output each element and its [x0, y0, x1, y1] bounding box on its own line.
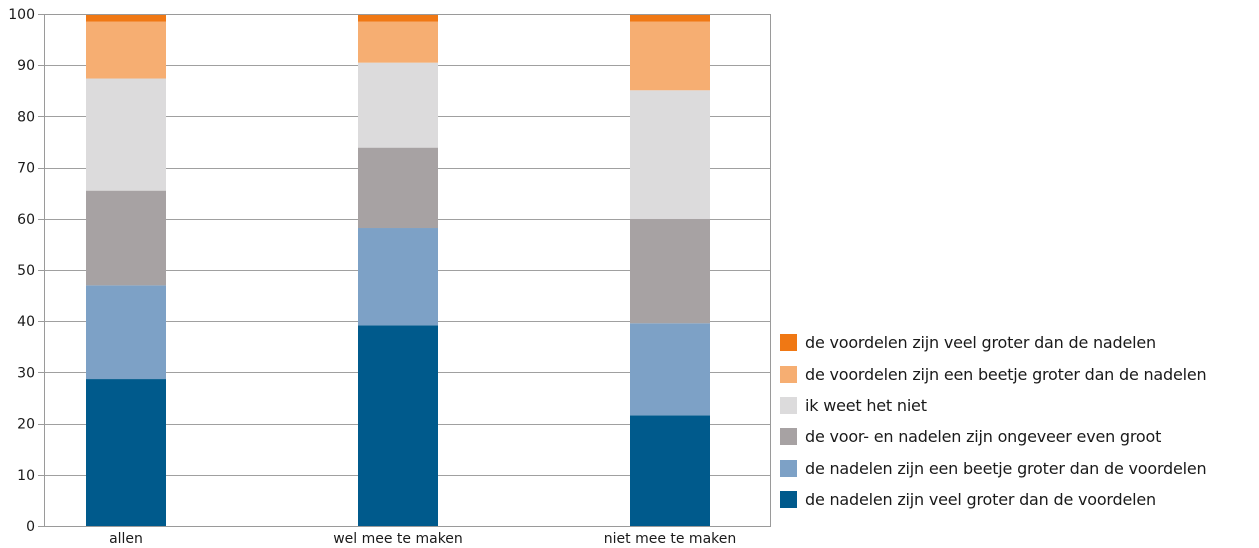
x-category-label: wel mee te maken [333, 531, 463, 547]
y-tick-label: 80 [17, 109, 35, 125]
legend-swatch [780, 491, 797, 509]
y-tick-label: 20 [17, 417, 35, 433]
legend-swatch [780, 396, 797, 414]
bar-segment-2-4 [358, 62, 438, 148]
bar-segment-3-6 [630, 14, 710, 22]
bar-segment-1-2 [86, 285, 166, 380]
x-axis: allen wel mee te maken niet mee te maken [109, 531, 736, 547]
legend-label: ik weet het niet [805, 395, 927, 415]
bar-segment-1-4 [86, 78, 166, 191]
legend-item: de nadelen zijn een beetje groter dan de… [780, 453, 1259, 484]
bar-segment-3-2 [630, 323, 710, 416]
legend-item: de voordelen zijn veel groter dan de nad… [780, 327, 1259, 358]
y-tick-label: 50 [17, 263, 35, 279]
x-category-label: niet mee te maken [604, 531, 737, 547]
legend-item: de voordelen zijn een beetje groter dan … [780, 358, 1259, 389]
y-tick-label: 40 [17, 314, 35, 330]
y-tick-label: 90 [17, 58, 35, 74]
bar-segment-2-2 [358, 228, 438, 326]
x-category-label: allen [109, 531, 143, 547]
bar-segment-3-5 [630, 21, 710, 91]
y-tick-label: 60 [17, 212, 35, 228]
plot-frame [44, 14, 771, 527]
bar-segment-3-3 [630, 218, 710, 324]
y-tick-label: 100 [8, 7, 35, 23]
legend-label: de nadelen zijn een beetje groter dan de… [805, 458, 1207, 478]
bar-segment-3-4 [630, 90, 710, 219]
bar-segment-1-3 [86, 190, 166, 286]
bar-segment-2-3 [358, 147, 438, 229]
bar-segment-2-5 [358, 21, 438, 63]
legend-item: de voor- en nadelen zijn ongeveer even g… [780, 421, 1259, 452]
legend-label: de voordelen zijn veel groter dan de nad… [805, 333, 1156, 353]
legend-swatch [780, 428, 797, 446]
legend-label: de voor- en nadelen zijn ongeveer even g… [805, 427, 1162, 447]
bars [86, 14, 710, 526]
bar-segment-2-1 [358, 325, 438, 526]
legend-label: de nadelen zijn veel groter dan de voord… [805, 490, 1156, 510]
bar-segment-2-6 [358, 14, 438, 22]
legend-swatch [780, 334, 797, 352]
y-tick-label: 10 [17, 468, 35, 484]
bar-segment-1-1 [86, 379, 166, 526]
y-tick-label: 70 [17, 161, 35, 177]
legend-item: de nadelen zijn veel groter dan de voord… [780, 484, 1259, 515]
bar-segment-1-5 [86, 21, 166, 79]
legend-label: de voordelen zijn een beetje groter dan … [805, 364, 1207, 384]
bar-segment-1-6 [86, 14, 166, 22]
legend: de voordelen zijn veel groter dan de nad… [780, 327, 1259, 515]
bar-segment-3-1 [630, 415, 710, 526]
y-tick-label: 0 [26, 519, 35, 535]
y-tick-label: 30 [17, 365, 35, 381]
legend-swatch [780, 365, 797, 383]
y-axis: 0 10 20 30 40 50 60 70 80 90 100 [8, 7, 44, 535]
legend-item: ik weet het niet [780, 390, 1259, 421]
legend-swatch [780, 459, 797, 477]
